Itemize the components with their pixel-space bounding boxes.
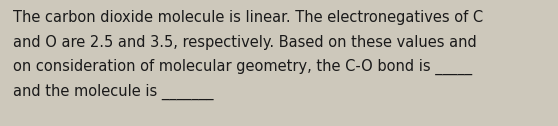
Text: The carbon dioxide molecule is linear. The electronegatives of C: The carbon dioxide molecule is linear. T… [13, 10, 483, 25]
Text: and the molecule is _______: and the molecule is _______ [13, 84, 214, 100]
Text: on consideration of molecular geometry, the C-O bond is _____: on consideration of molecular geometry, … [13, 59, 472, 75]
Text: and O are 2.5 and 3.5, respectively. Based on these values and: and O are 2.5 and 3.5, respectively. Bas… [13, 35, 477, 50]
